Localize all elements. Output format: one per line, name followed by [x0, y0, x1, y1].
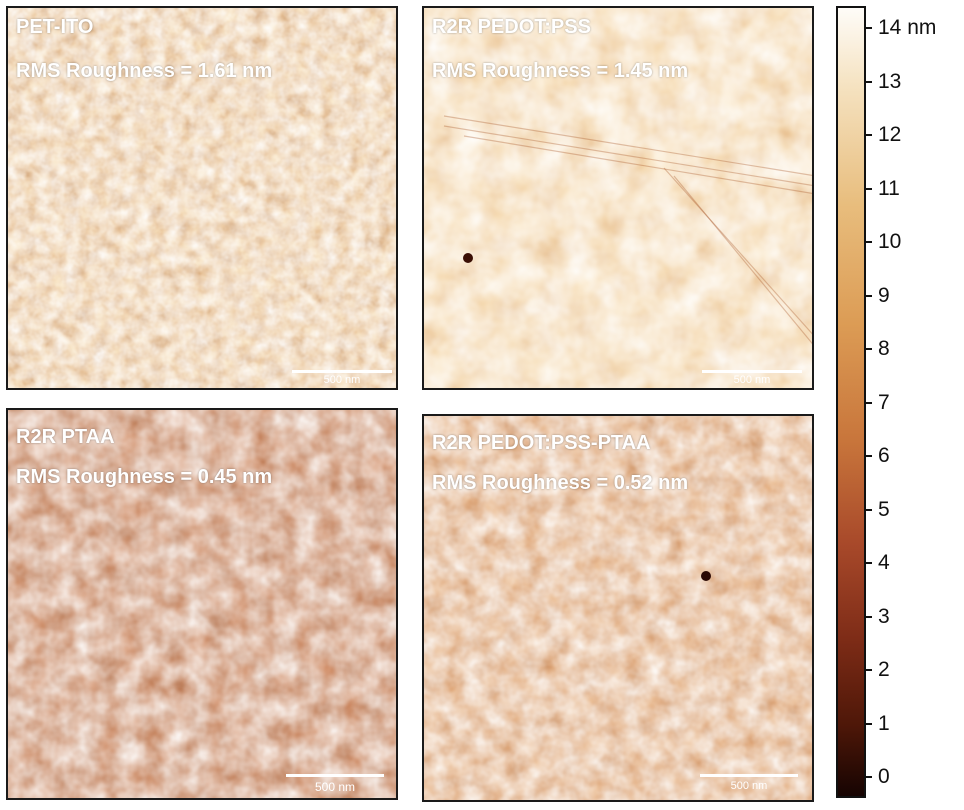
scale-bar: [700, 774, 798, 777]
rms-roughness-label: RMS Roughness = 1.61 nm: [16, 60, 273, 82]
rms-roughness-label: RMS Roughness = 1.45 nm: [432, 60, 689, 82]
rms-roughness-label: RMS Roughness = 0.45 nm: [16, 466, 273, 488]
colorbar-tick: [866, 187, 872, 190]
afm-image-pet-ito: [8, 8, 396, 388]
panel-title: R2R PEDOT:PSS: [432, 16, 591, 38]
scale-bar-label: 500 nm: [314, 780, 356, 794]
surface-pit: [463, 253, 473, 263]
panel-title: R2R PEDOT:PSS-PTAA: [432, 432, 651, 454]
colorbar-tick-label: 11: [878, 176, 900, 200]
colorbar-tick-label: 8: [878, 337, 890, 360]
colorbar-tick-label: 3: [878, 604, 890, 628]
colorbar-tick: [866, 455, 872, 457]
surface-pit: [701, 571, 711, 581]
scale-bar-label: 500 nm: [323, 374, 361, 386]
colorbar-tick: [866, 669, 872, 671]
colorbar-tick-label: 1: [878, 711, 890, 735]
afm-panel-pet-ito: PET-ITO RMS Roughness = 1.61 nm 500 nm: [6, 6, 398, 390]
afm-panel-r2r-pedot-pss: R2R PEDOT:PSS RMS Roughness = 1.45 nm 50…: [422, 6, 814, 390]
colorbar-tick: [866, 562, 872, 564]
panel-title: PET-ITO: [16, 16, 94, 38]
scale-bar: [702, 370, 802, 373]
height-colorbar: [836, 6, 866, 798]
rms-roughness-label: RMS Roughness = 0.52 nm: [432, 472, 689, 494]
scale-bar: [286, 774, 384, 777]
scale-bar-label: 500 nm: [730, 780, 768, 792]
colorbar-tick: [866, 508, 872, 511]
colorbar-tick: [866, 294, 872, 297]
scale-bar-label: 500 nm: [733, 374, 771, 386]
colorbar-tick: [866, 80, 872, 83]
colorbar-tick-label: 10: [878, 230, 902, 253]
colorbar-tick: [866, 776, 872, 778]
colorbar-tick: [866, 615, 872, 618]
colorbar-tick: [866, 401, 872, 404]
afm-panel-r2r-pedot-pss-ptaa: R2R PEDOT:PSS-PTAA RMS Roughness = 0.52 …: [422, 414, 814, 802]
colorbar-tick-label: 4: [878, 551, 890, 574]
colorbar-tick-label: 12: [878, 123, 902, 146]
colorbar-tick-label: 6: [878, 444, 890, 467]
afm-image-r2r-pedot-pss-ptaa: [424, 416, 812, 800]
colorbar-tick-label: 9: [878, 283, 890, 307]
afm-panel-r2r-ptaa: R2R PTAA RMS Roughness = 0.45 nm 500 nm: [6, 408, 398, 800]
colorbar-tick: [866, 134, 872, 136]
afm-image-r2r-ptaa: [8, 410, 396, 798]
afm-image-r2r-pedot-pss: [424, 8, 812, 388]
panel-title: R2R PTAA: [16, 426, 115, 448]
colorbar-tick: [866, 722, 872, 725]
colorbar-tick-label: 13: [878, 69, 902, 93]
colorbar-tick-label: 0: [878, 765, 890, 788]
colorbar-tick-label: 2: [878, 658, 890, 681]
colorbar-tick: [866, 348, 872, 350]
colorbar-tick-label: 7: [878, 390, 890, 414]
colorbar-tick-label: 14 nm: [878, 16, 937, 39]
colorbar-tick: [866, 241, 872, 243]
colorbar-tick: [866, 27, 872, 29]
colorbar-tick-label: 5: [878, 497, 890, 521]
scale-bar: [292, 370, 392, 373]
scratch-lines: [443, 115, 812, 345]
